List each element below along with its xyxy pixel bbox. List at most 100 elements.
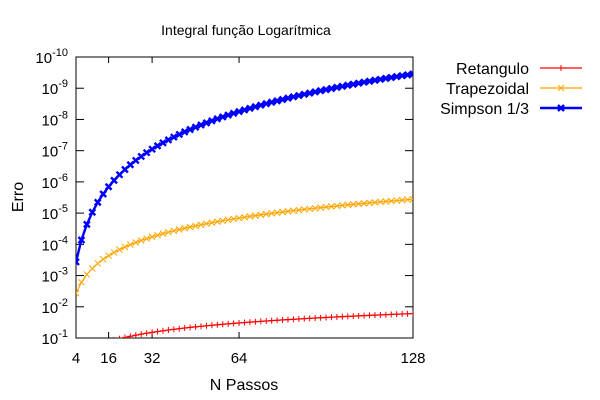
series-2 xyxy=(76,70,413,266)
data-point xyxy=(343,81,352,90)
data-point xyxy=(278,95,287,104)
data-point xyxy=(197,221,205,229)
series-1 xyxy=(76,195,413,297)
data-point xyxy=(94,260,102,267)
y-axis-label: Erro xyxy=(10,182,27,212)
x-tick-label: 32 xyxy=(144,350,161,367)
data-point xyxy=(295,206,303,214)
data-point xyxy=(295,315,302,322)
data-point xyxy=(328,203,335,210)
data-point xyxy=(165,327,172,334)
data-point xyxy=(89,345,95,351)
data-point xyxy=(404,196,411,204)
y-tick-exponent: -6 xyxy=(58,172,68,184)
x-tick-label: 128 xyxy=(400,350,425,367)
data-point xyxy=(365,77,374,86)
data-point xyxy=(110,176,118,185)
data-point xyxy=(154,328,161,335)
data-point xyxy=(176,325,183,332)
data-point xyxy=(159,230,167,238)
data-point xyxy=(78,278,85,286)
y-tick-base: 10 xyxy=(42,144,59,161)
data-point xyxy=(76,258,80,266)
data-point xyxy=(110,249,118,256)
data-point xyxy=(241,213,248,221)
data-point xyxy=(203,322,210,329)
data-point xyxy=(115,170,124,179)
data-point xyxy=(376,75,385,84)
data-point xyxy=(327,84,336,93)
data-point xyxy=(106,339,112,345)
legend-marker xyxy=(557,104,565,112)
legend-label: Retangulo xyxy=(456,61,529,78)
data-point xyxy=(121,334,128,338)
data-point xyxy=(127,333,134,338)
data-point xyxy=(246,319,253,326)
data-point xyxy=(344,313,351,320)
x-tick-label: 64 xyxy=(231,350,248,367)
data-point xyxy=(312,315,319,322)
data-point xyxy=(93,198,102,207)
data-point xyxy=(230,320,237,327)
data-point xyxy=(252,212,259,219)
data-point xyxy=(83,271,91,278)
data-point xyxy=(132,239,140,246)
data-point xyxy=(213,218,221,226)
plot-border xyxy=(75,56,414,339)
data-point xyxy=(175,226,183,233)
y-tick-exponent: -7 xyxy=(58,141,68,153)
legend-label: Trapezoidal xyxy=(446,81,529,98)
data-point xyxy=(267,98,276,107)
data-point xyxy=(344,201,352,209)
data-point xyxy=(284,94,292,102)
legend-marker xyxy=(558,65,564,71)
data-point xyxy=(143,235,151,242)
legend: Retangulo Trapezoidal Simpson 1/3 xyxy=(440,61,582,118)
data-point xyxy=(252,318,259,325)
x-tick-label: 4 xyxy=(72,350,80,367)
data-point xyxy=(213,114,222,123)
data-point xyxy=(361,312,368,319)
y-tick-exponent: -8 xyxy=(58,109,68,121)
data-point xyxy=(219,321,226,328)
data-point xyxy=(279,208,286,216)
data-point xyxy=(118,335,120,338)
data-point xyxy=(350,313,357,320)
data-point xyxy=(349,201,357,208)
data-point xyxy=(121,243,129,251)
data-point xyxy=(387,197,395,205)
data-point xyxy=(235,214,243,222)
data-point xyxy=(409,195,413,203)
data-point xyxy=(132,332,139,338)
data-point xyxy=(360,200,368,207)
data-point xyxy=(262,99,271,108)
data-point xyxy=(403,70,412,79)
y-tick-label: 10-10 xyxy=(35,47,68,67)
data-point xyxy=(289,92,298,101)
data-point xyxy=(305,89,314,97)
data-point xyxy=(398,71,406,80)
series-line xyxy=(76,198,413,294)
data-point xyxy=(164,136,173,144)
data-point xyxy=(192,323,199,330)
data-point xyxy=(219,217,227,225)
data-point xyxy=(202,118,211,127)
data-point xyxy=(399,310,406,317)
data-point xyxy=(410,310,413,317)
data-point xyxy=(224,111,233,119)
y-tick-exponent: -3 xyxy=(58,266,68,278)
y-tick-label: 10-1 xyxy=(42,328,68,348)
data-point xyxy=(88,208,97,217)
data-point xyxy=(165,228,172,236)
data-point xyxy=(180,128,189,136)
data-point xyxy=(257,211,265,219)
y-tick-base: 10 xyxy=(42,175,59,192)
data-point xyxy=(273,97,281,105)
data-point xyxy=(338,202,346,209)
data-point xyxy=(338,82,347,91)
x-tick-label: 16 xyxy=(100,350,117,367)
data-point xyxy=(322,203,330,211)
data-point xyxy=(333,202,341,210)
data-point xyxy=(169,133,178,141)
